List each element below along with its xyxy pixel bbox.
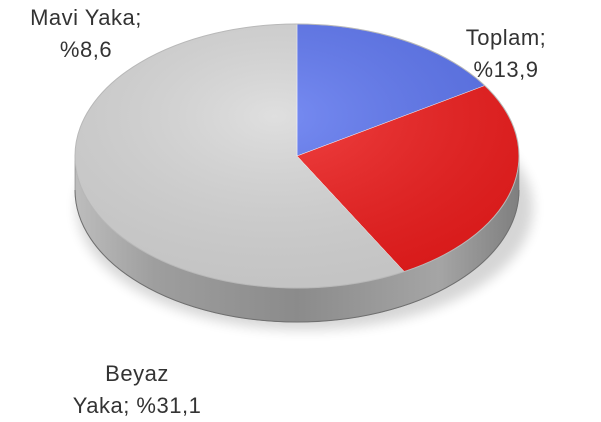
pie-top-rim bbox=[74, 23, 520, 289]
data-label-beyaz-yaka-value: Yaka; %31,1 bbox=[72, 393, 202, 418]
data-label-beyaz-yaka: Beyaz Yaka; %31,1 bbox=[30, 358, 244, 422]
data-label-toplam: Toplam; %13,9 bbox=[418, 22, 594, 86]
data-label-mavi-yaka: Mavi Yaka; %8,6 bbox=[0, 2, 172, 66]
data-label-toplam-name: Toplam; bbox=[465, 25, 547, 50]
data-label-mavi-yaka-name: Mavi Yaka; bbox=[30, 5, 142, 30]
data-label-mavi-yaka-value: %8,6 bbox=[59, 37, 113, 62]
data-label-beyaz-yaka-name: Beyaz bbox=[105, 361, 169, 386]
data-label-toplam-value: %13,9 bbox=[473, 57, 539, 82]
